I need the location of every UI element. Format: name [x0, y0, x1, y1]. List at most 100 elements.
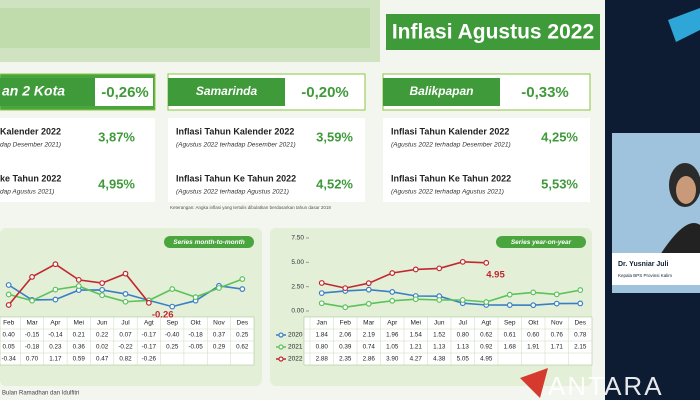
x-tick-label: Mei — [74, 320, 84, 327]
point — [5, 302, 12, 308]
table-cell: 0.40 — [3, 332, 16, 339]
x-tick-label: Des — [574, 320, 586, 327]
table-cell: -0.34 — [2, 356, 17, 363]
point — [318, 300, 325, 307]
table-cell: 0.39 — [339, 344, 352, 351]
legend-marker — [278, 332, 284, 338]
table-cell: 0.82 — [119, 356, 132, 363]
table-cell: 4.38 — [433, 356, 446, 363]
point — [145, 299, 152, 306]
table-cell: 1.84 — [316, 332, 329, 339]
footnote: Bulan Ramadhan dan Idulfitri — [2, 391, 79, 397]
point — [5, 282, 12, 288]
x-tick-label: Okt — [528, 320, 538, 327]
table-cell: 1.91 — [527, 344, 540, 351]
table-cell: 0.62 — [480, 332, 493, 339]
point — [99, 286, 106, 293]
detail-note: (Agustus 2022 terhadap Desember 2021) — [176, 142, 296, 149]
table-cell: 5.05 — [457, 356, 470, 363]
point — [412, 296, 419, 303]
table-cell: 0.21 — [73, 332, 86, 339]
x-tick-label: Mar — [363, 320, 375, 327]
card-label-box — [383, 78, 500, 106]
point — [436, 265, 443, 272]
speaker-name: Dr. Yusniar Juli — [618, 261, 669, 268]
table-cell: 0.37 — [213, 332, 226, 339]
y-tick-label: 7.50 — [291, 235, 304, 242]
table-cell: -0.22 — [118, 344, 133, 351]
card-name: an 2 Kota — [2, 83, 65, 99]
detail-label: Inflasi Tahun Ke Tahun 2022 — [176, 173, 296, 183]
x-tick-label: Nov — [551, 320, 563, 327]
card-detail — [0, 118, 155, 202]
table-cell: 1.96 — [386, 332, 399, 339]
annotation: -0.26 — [152, 309, 174, 320]
point — [5, 291, 12, 298]
x-tick-label: Okt — [191, 320, 201, 327]
table-cell: 1.17 — [49, 356, 62, 363]
table-cell: 0.60 — [527, 332, 540, 339]
point — [483, 259, 490, 266]
point — [530, 289, 537, 296]
point — [389, 289, 396, 295]
point — [29, 274, 35, 280]
point — [29, 297, 35, 304]
table-cell: 1.68 — [504, 344, 517, 351]
point — [192, 294, 199, 301]
table-cell: 2.06 — [339, 332, 352, 339]
point — [239, 276, 246, 282]
y-tick-label: 5.00 — [291, 259, 304, 266]
point — [530, 302, 537, 309]
point — [577, 300, 584, 307]
table-cell: 0.80 — [316, 344, 329, 351]
legend-label: 2021 — [288, 344, 303, 351]
detail-value: 3,59% — [316, 129, 353, 144]
point — [122, 298, 129, 305]
table-cell: 0.92 — [480, 344, 493, 351]
line — [321, 289, 581, 309]
point — [365, 280, 372, 287]
card-label-box — [168, 78, 285, 106]
title-box — [386, 14, 600, 50]
table-cell: 2.88 — [316, 356, 329, 363]
logo — [668, 8, 700, 42]
legend-label: 2020 — [288, 332, 303, 339]
name-bar — [612, 253, 700, 285]
x-tick-label: Jul — [459, 320, 468, 327]
table-cell: -0.17 — [142, 332, 157, 339]
series-pill — [164, 236, 254, 248]
card-name: Samarinda — [196, 84, 258, 98]
table-cell: 0.22 — [96, 332, 109, 339]
table-cell: 0.59 — [73, 356, 86, 363]
table-cell: 0.74 — [363, 344, 376, 351]
speaker-body — [660, 223, 700, 255]
point — [216, 285, 222, 291]
point — [99, 280, 106, 287]
detail-value: 4,95% — [98, 176, 135, 191]
detail-note: (Agustus 2022 terhadap Agustus 2021) — [176, 189, 289, 196]
card-name: Balikpapan — [409, 84, 473, 98]
table-cell: 0.25 — [236, 332, 249, 339]
point — [75, 276, 82, 283]
table-cell: 0.05 — [3, 344, 16, 351]
header-image-band — [0, 8, 370, 48]
detail-value: 4,52% — [316, 176, 353, 191]
detail-note: (Agustus 2022 terhadap Agustus 2021) — [391, 189, 504, 196]
point — [169, 303, 176, 310]
detail-label: Kalender 2022 — [0, 126, 61, 136]
x-tick-label: Mar — [26, 320, 38, 327]
x-tick-label: Jan — [317, 320, 328, 327]
y-tick-label: 0.00 — [291, 308, 304, 315]
table-cell: 2.86 — [363, 356, 376, 363]
card-label-box — [0, 78, 95, 106]
x-tick-label: Feb — [3, 320, 15, 327]
point — [365, 300, 372, 307]
table-cell: 1.13 — [433, 344, 446, 351]
note: Keterangan: Angka inflasi yang tertulis … — [170, 205, 331, 210]
speaker-role: Kepala BPS Provinsi Kalim — [618, 273, 672, 278]
table-cell: -0.26 — [142, 356, 157, 363]
x-tick-label: Jun — [434, 320, 445, 327]
point — [365, 286, 372, 293]
